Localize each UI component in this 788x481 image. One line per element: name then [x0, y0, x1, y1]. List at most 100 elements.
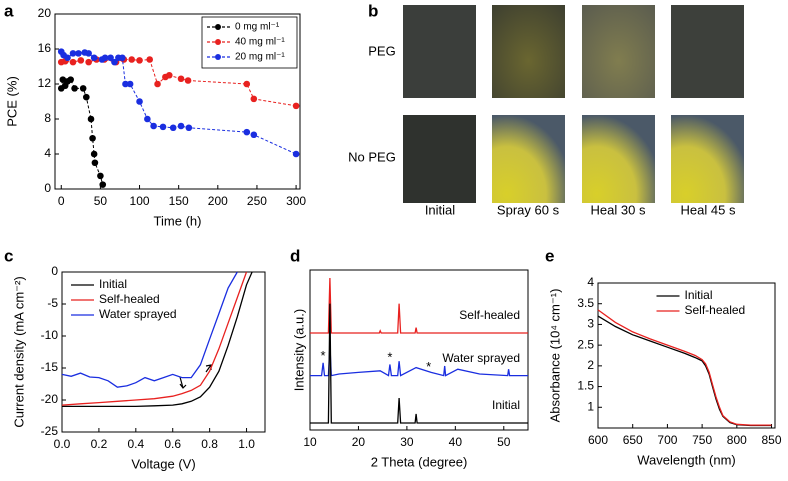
x-tick-label: 100 [130, 194, 150, 208]
y-tick-label: 3.5 [577, 296, 594, 310]
y-tick-label: 2 [587, 358, 594, 372]
column-label: Initial [425, 202, 455, 217]
data-point [122, 80, 129, 88]
plot-frame [597, 282, 776, 429]
y-tick-label: -5 [47, 296, 58, 310]
y-tick-label: 20 [38, 6, 52, 20]
panel-label: b [368, 1, 378, 20]
data-point [250, 131, 258, 139]
x-tick-label: 750 [692, 433, 712, 447]
photo [582, 115, 655, 203]
data-point [79, 85, 87, 92]
x-tick-label: 600 [588, 433, 608, 447]
y-tick-label: 2.5 [577, 337, 594, 351]
data-point [243, 128, 251, 136]
x-tick-label: 700 [657, 433, 677, 447]
data-point [250, 95, 258, 103]
legend-label: 0 mg ml⁻¹ [235, 22, 280, 33]
data-point [184, 77, 192, 84]
legend-label: Water sprayed [99, 307, 177, 321]
x-tick-label: 10 [303, 435, 317, 449]
arrow [179, 376, 187, 389]
x-tick-label: 20 [352, 435, 366, 449]
row-label: No PEG [348, 149, 396, 164]
photo [403, 5, 476, 98]
data-point [177, 122, 185, 130]
photo-grid [403, 5, 744, 203]
data-point [97, 172, 104, 180]
series-line [60, 77, 104, 185]
x-tick-label: 1.0 [238, 437, 255, 451]
column-label: Heal 30 s [591, 202, 646, 217]
row-label: PEG [368, 43, 395, 58]
data-point [91, 159, 99, 167]
data-point [243, 80, 251, 88]
data-point [89, 134, 96, 142]
x-axis-label: Voltage (V) [131, 456, 195, 471]
legend-label: Self-healed [685, 303, 746, 317]
panel-label: c [4, 246, 13, 265]
y-tick-label: -15 [41, 360, 59, 374]
legend-marker [215, 54, 221, 60]
data-point [111, 58, 118, 66]
series-line [61, 271, 238, 388]
y-tick-label: 12 [38, 76, 52, 90]
y-tick-label: 4 [587, 275, 594, 289]
x-axis-label: Wavelength (nm) [637, 452, 736, 467]
data-point [83, 93, 90, 101]
plot-frame [54, 13, 301, 190]
data-point [85, 58, 92, 66]
x-tick-label: 50 [497, 435, 511, 449]
annotation: * [387, 349, 392, 364]
x-tick-label: 850 [762, 433, 782, 447]
photo [671, 115, 744, 203]
x-tick-label: 30 [400, 435, 414, 449]
x-axis-label: Time (h) [154, 213, 202, 228]
photo [582, 5, 655, 98]
data-point [90, 150, 98, 158]
data-point [99, 181, 107, 188]
y-tick-label: 0 [44, 181, 51, 195]
y-tick-label: -20 [41, 392, 59, 406]
legend-label: Initial [99, 277, 127, 291]
data-point [107, 54, 114, 62]
legend-label: 20 mg ml⁻¹ [235, 52, 285, 63]
data-point [292, 102, 300, 110]
series-line [62, 271, 253, 408]
y-tick-label: 1.5 [577, 379, 594, 393]
x-tick-label: 0.4 [127, 437, 144, 451]
series-line [310, 303, 528, 424]
x-tick-label: 200 [208, 194, 228, 208]
y-tick-label: -25 [41, 424, 59, 438]
data-point [146, 56, 154, 63]
y-tick-label: 8 [44, 111, 51, 125]
data-point [159, 123, 167, 131]
data-point [136, 57, 143, 64]
series-label: Water sprayed [442, 351, 520, 365]
photo [403, 115, 476, 203]
series-label: Initial [492, 398, 520, 412]
x-tick-label: 800 [727, 433, 747, 447]
data-point [165, 71, 173, 79]
data-point [128, 56, 136, 63]
data-point [169, 124, 177, 132]
y-tick-label: 3 [587, 317, 594, 331]
data-point [144, 115, 151, 123]
data-point [64, 54, 71, 62]
y-axis-label: Intensity (a.u.) [291, 309, 306, 391]
data-point [75, 50, 82, 57]
legend-marker [215, 39, 221, 45]
annotation: * [321, 348, 326, 363]
y-tick-label: -10 [41, 328, 59, 342]
y-tick-label: 4 [44, 146, 51, 160]
panel-label: e [545, 246, 554, 265]
y-axis-label: Current density (mA cm⁻²) [11, 276, 26, 427]
x-tick-label: 0.0 [54, 437, 71, 451]
data-point [126, 80, 134, 88]
data-point [90, 54, 98, 62]
data-point [150, 122, 157, 130]
data-point [154, 80, 161, 88]
legend-marker [215, 24, 221, 30]
data-point [136, 98, 143, 105]
